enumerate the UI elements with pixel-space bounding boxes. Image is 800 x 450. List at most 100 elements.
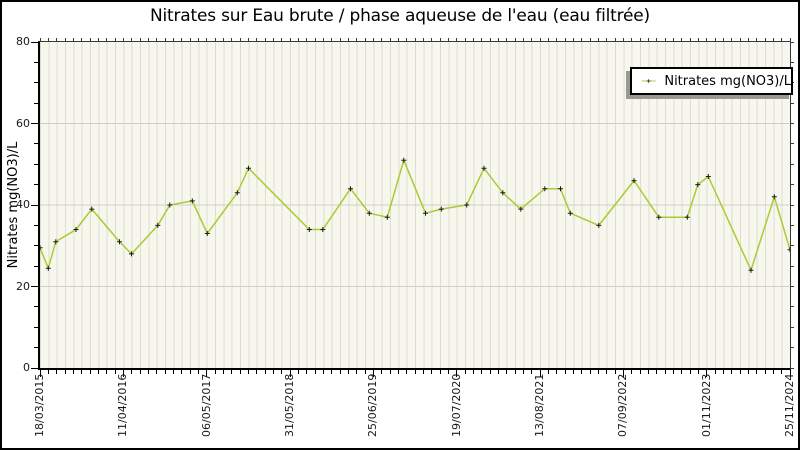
x-minor-tick <box>606 370 608 374</box>
x-major-tick <box>539 370 541 377</box>
x-minor-tick <box>189 370 191 374</box>
x-tick-label: 11/04/2016 <box>116 373 130 437</box>
y-right-tick <box>791 204 794 206</box>
y-major-tick <box>31 367 38 369</box>
x-minor-tick <box>231 370 233 374</box>
series-line <box>40 157 790 273</box>
x-minor-tick <box>689 370 691 374</box>
x-minor-tick <box>364 370 366 374</box>
x-minor-tick <box>647 370 649 374</box>
x-minor-tick <box>672 370 674 374</box>
x-minor-tick <box>114 370 116 374</box>
x-tick-label: 01/11/2023 <box>699 373 713 437</box>
x-tick-label: 13/08/2021 <box>533 373 546 437</box>
x-minor-tick <box>422 370 424 374</box>
x-minor-tick <box>256 370 258 374</box>
x-minor-tick <box>639 370 641 374</box>
y-tick-label: 80 <box>16 35 30 48</box>
x-minor-tick <box>72 370 74 374</box>
x-minor-tick <box>572 370 574 374</box>
x-minor-tick <box>156 370 158 374</box>
y-right-tick <box>791 224 794 226</box>
x-minor-tick <box>331 370 333 374</box>
x-minor-tick <box>339 370 341 374</box>
x-minor-tick <box>697 370 699 374</box>
x-minor-tick <box>381 370 383 374</box>
x-major-tick <box>206 370 208 377</box>
x-minor-tick <box>147 370 149 374</box>
x-minor-tick <box>356 370 358 374</box>
x-minor-tick <box>322 370 324 374</box>
x-minor-tick <box>97 370 99 374</box>
y-major-tick <box>31 286 38 287</box>
x-tick-label: 07/09/2022 <box>616 373 630 437</box>
x-minor-tick <box>547 370 549 374</box>
x-minor-tick <box>197 370 199 374</box>
x-minor-tick <box>347 370 349 374</box>
y-tick-label: 0 <box>23 361 30 374</box>
legend-label: Nitrates mg(NO3)/L <box>664 73 791 89</box>
x-minor-tick <box>722 370 724 374</box>
x-minor-tick <box>481 370 483 374</box>
x-major-tick <box>622 370 624 377</box>
y-right-tick <box>791 61 794 63</box>
y-major-tick <box>31 123 38 124</box>
legend-line-marker <box>641 79 656 83</box>
x-minor-tick <box>489 370 491 374</box>
x-major-tick <box>39 370 41 377</box>
y-right-tick <box>791 163 794 165</box>
x-minor-tick <box>214 370 216 374</box>
chart-title: Nitrates sur Eau brute / phase aqueuse d… <box>150 6 650 26</box>
y-right-tick <box>791 123 794 124</box>
x-minor-tick <box>597 370 599 374</box>
x-minor-tick <box>281 370 283 374</box>
x-minor-tick <box>631 370 633 374</box>
x-minor-tick <box>439 370 441 374</box>
x-tick-label: 25/11/2024 <box>783 373 796 437</box>
x-minor-tick <box>464 370 466 374</box>
y-axis-title: Nitrates mg(NO3)/L <box>6 141 21 269</box>
x-minor-tick <box>164 370 166 374</box>
x-major-tick <box>789 370 791 377</box>
x-minor-tick <box>764 370 766 374</box>
x-minor-tick <box>406 370 408 374</box>
x-minor-tick <box>389 370 391 374</box>
x-minor-tick <box>531 370 533 374</box>
x-minor-tick <box>56 370 58 374</box>
x-minor-tick <box>756 370 758 374</box>
x-minor-tick <box>664 370 666 374</box>
x-minor-tick <box>731 370 733 374</box>
y-right-tick <box>791 286 794 287</box>
x-minor-tick <box>506 370 508 374</box>
x-minor-tick <box>497 370 499 374</box>
x-tick-label: 06/05/2017 <box>199 373 213 437</box>
x-minor-tick <box>239 370 241 374</box>
x-minor-tick <box>247 370 249 374</box>
x-minor-tick <box>472 370 474 374</box>
x-minor-tick <box>714 370 716 374</box>
x-minor-tick <box>681 370 683 374</box>
x-minor-tick <box>306 370 308 374</box>
legend: Nitrates mg(NO3)/L <box>630 67 793 95</box>
y-right-tick <box>791 306 794 308</box>
x-minor-tick <box>89 370 91 374</box>
x-minor-tick <box>514 370 516 374</box>
x-minor-tick <box>772 370 774 374</box>
x-minor-tick <box>447 370 449 374</box>
x-minor-tick <box>139 370 141 374</box>
x-minor-tick <box>222 370 224 374</box>
x-minor-tick <box>397 370 399 374</box>
x-major-tick <box>289 370 291 377</box>
x-minor-tick <box>739 370 741 374</box>
y-right-tick <box>791 265 794 267</box>
x-minor-tick <box>414 370 416 374</box>
y-right-tick <box>791 347 794 349</box>
plot-area <box>38 41 791 370</box>
x-minor-tick <box>747 370 749 374</box>
y-major-tick <box>31 41 38 43</box>
x-minor-tick <box>81 370 83 374</box>
data-point-markers <box>40 157 790 273</box>
x-tick-label: 19/07/2020 <box>449 373 463 437</box>
y-major-tick <box>31 204 38 206</box>
